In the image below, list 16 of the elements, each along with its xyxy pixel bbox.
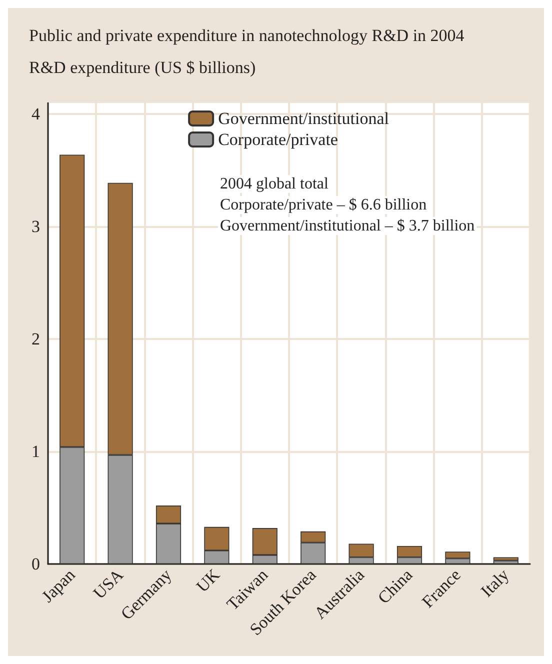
y-axis-title: R&D expenditure (US $ billions)	[29, 58, 256, 77]
annotation: 2004 global total	[220, 176, 329, 192]
x-tick-label: Italy	[477, 564, 513, 601]
y-tick-label: 2	[32, 330, 40, 349]
y-tick-label: 4	[32, 104, 40, 124]
y-tick-label: 3	[32, 217, 40, 236]
chart-title: Public and private expenditure in nanotechnology R&D in 2004	[29, 26, 465, 45]
x-tick-label: UK	[192, 564, 224, 596]
y-tick-label: 0	[32, 554, 40, 574]
legend-label: Government/institutional	[218, 109, 390, 128]
annotation: Corporate/private – $ 6.6 billion	[220, 196, 427, 214]
y-tick-label: 1	[32, 442, 40, 462]
annotation: Government/institutional – $ 3.7 billion	[220, 218, 475, 234]
legend-label: Corporate/private	[218, 130, 338, 149]
x-tick-label: USA	[90, 564, 128, 603]
bar	[493, 560, 518, 564]
